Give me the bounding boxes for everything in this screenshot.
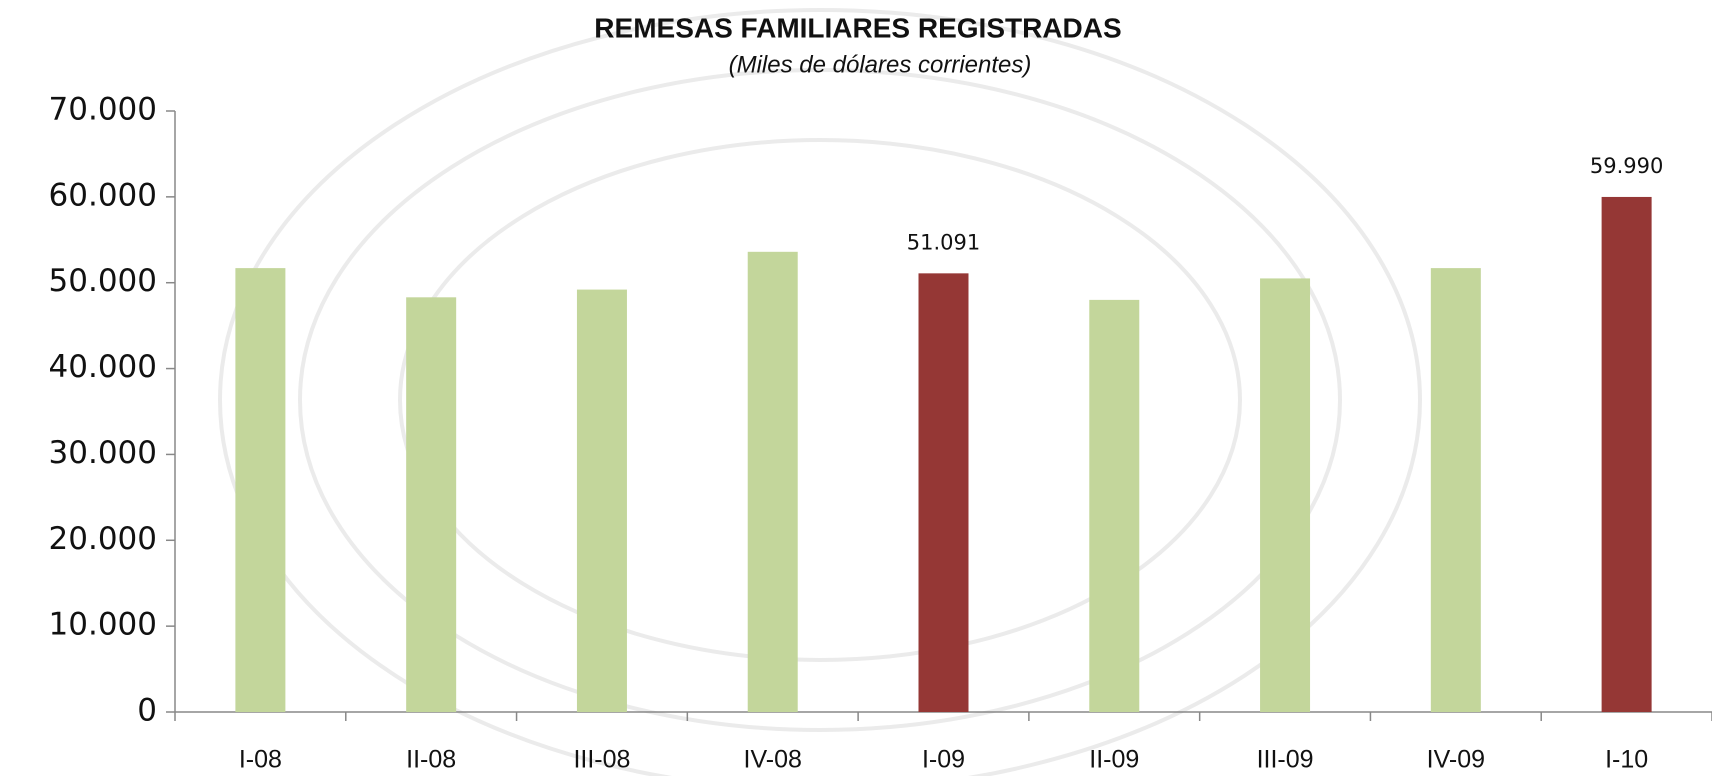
bar: [577, 290, 627, 712]
x-tick-label: II-08: [406, 746, 456, 774]
bar: [748, 252, 798, 712]
x-tick-label: I-09: [922, 746, 965, 774]
y-tick-label: 10.000: [49, 607, 157, 643]
chart-title: REMESAS FAMILIARES REGISTRADAS: [594, 12, 1121, 43]
bar: [406, 297, 456, 712]
y-tick-label: 50.000: [49, 263, 157, 299]
chart: REMESAS FAMILIARES REGISTRADAS (Miles de…: [0, 0, 1712, 776]
x-tick-label: IV-08: [744, 746, 802, 774]
x-tick-label: III-08: [573, 746, 630, 774]
y-tick-label: 20.000: [49, 521, 157, 557]
bar: [235, 268, 285, 712]
x-tick-label: II-09: [1089, 746, 1139, 774]
y-tick-label: 40.000: [49, 349, 157, 385]
watermark: [220, 10, 1420, 776]
x-tick-label: I-10: [1605, 746, 1648, 774]
y-tick-label: 60.000: [49, 177, 157, 213]
x-tick-label: IV-09: [1427, 746, 1485, 774]
x-tick-label: I-08: [239, 746, 282, 774]
bar: [1089, 300, 1139, 712]
value-label: 59.990: [1590, 154, 1663, 178]
y-tick-label: 30.000: [49, 435, 157, 471]
bar: [919, 273, 969, 712]
y-tick-label: 70.000: [49, 92, 157, 128]
y-tick-label: 0: [137, 693, 157, 729]
bar: [1431, 268, 1481, 712]
bar: [1260, 278, 1310, 712]
bar: [1602, 197, 1652, 712]
chart-subtitle: (Miles de dólares corrientes): [729, 51, 1032, 78]
x-tick-label: III-09: [1257, 746, 1314, 774]
value-label: 51.091: [907, 230, 980, 254]
